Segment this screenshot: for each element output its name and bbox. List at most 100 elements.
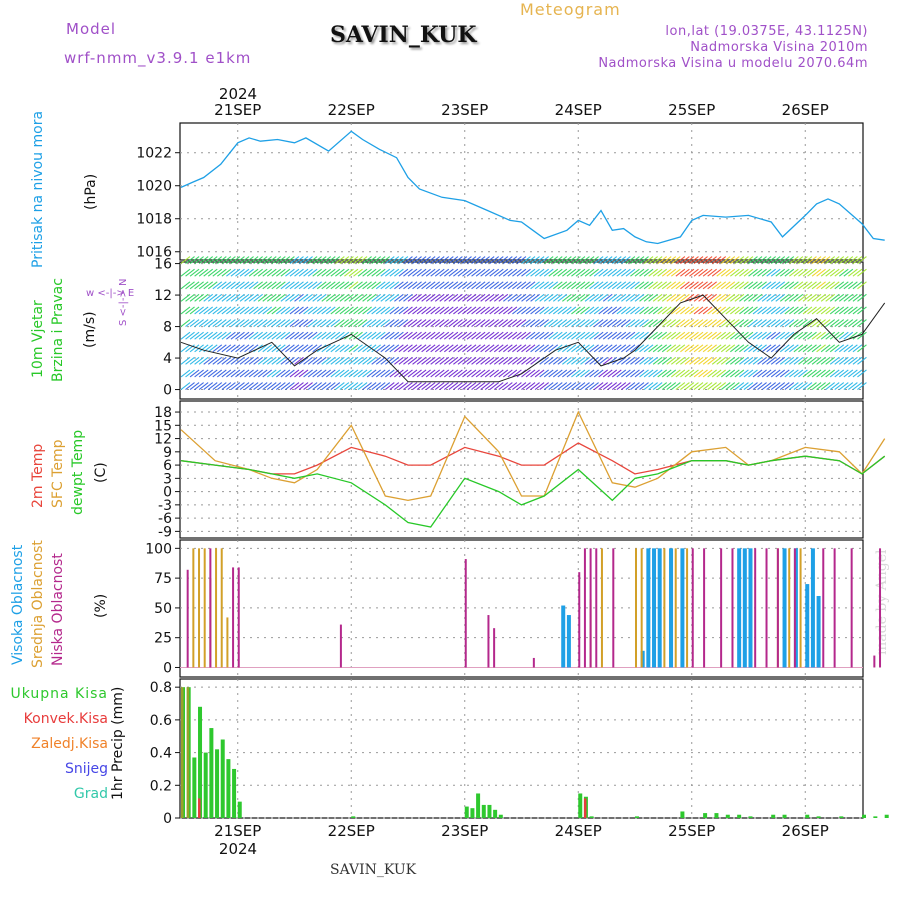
wind-barb xyxy=(580,268,590,277)
wind-barb xyxy=(743,369,754,378)
wind-barb xyxy=(416,331,427,340)
wind-barb xyxy=(766,344,776,353)
wind-barb xyxy=(312,281,322,290)
wind-barb xyxy=(625,268,636,277)
wind-barb xyxy=(239,319,250,327)
wind-barb xyxy=(589,382,599,390)
wind-barb xyxy=(589,293,599,302)
wind-barb xyxy=(562,268,572,277)
wind-barb xyxy=(412,281,422,290)
wind-barb xyxy=(394,281,404,290)
wind-barb xyxy=(602,281,613,290)
wind-barb xyxy=(425,268,436,277)
wind-barb xyxy=(498,331,509,340)
wind-barb xyxy=(825,293,836,302)
wind-barb xyxy=(384,268,395,277)
grid-lines xyxy=(180,123,863,819)
wind-barb xyxy=(312,344,322,353)
wind-barb xyxy=(285,281,295,290)
wind-barb xyxy=(702,256,713,265)
wind-barb xyxy=(325,293,336,302)
wind-barb xyxy=(457,331,468,340)
wind-barb xyxy=(675,281,686,290)
wind-barb xyxy=(698,382,708,390)
wind-barb xyxy=(725,344,736,353)
wind-barb xyxy=(670,356,681,365)
wind-barb xyxy=(848,281,858,290)
wind-barb xyxy=(298,331,309,340)
wind-barb xyxy=(648,356,658,365)
wind-barb xyxy=(276,268,286,277)
total-rain-bar xyxy=(351,816,356,818)
wind-barb xyxy=(666,293,677,302)
wind-barb xyxy=(235,344,245,353)
wind-barb xyxy=(607,256,618,265)
wind-barb xyxy=(289,319,300,327)
wind-barb xyxy=(816,256,826,265)
cloud-layer xyxy=(180,548,882,668)
wind-barb xyxy=(675,331,686,340)
wind-barb xyxy=(584,369,595,378)
high-cloud-bar xyxy=(810,548,815,668)
wind-barb xyxy=(720,268,731,277)
wind-barb xyxy=(693,281,704,290)
total-rain-bar xyxy=(232,768,237,818)
wind-barb xyxy=(848,382,858,390)
wind-barb xyxy=(189,256,200,265)
wind-barb xyxy=(357,268,368,277)
wind-barb xyxy=(280,356,291,365)
wind-barb xyxy=(189,268,200,277)
wind-barb xyxy=(285,256,295,265)
wind-barb xyxy=(543,268,554,277)
wind-barb xyxy=(493,256,504,265)
wind-barb xyxy=(820,344,831,353)
wind-barb xyxy=(784,293,795,302)
low-cloud-bar xyxy=(703,548,706,668)
wind-barb xyxy=(216,306,227,315)
wind-barb xyxy=(739,356,749,365)
wind-barb xyxy=(198,293,209,302)
wind-barb xyxy=(752,281,763,290)
wind-barb xyxy=(521,293,531,302)
wind-barb xyxy=(589,369,599,378)
wind-barb xyxy=(761,306,772,315)
wind-barb xyxy=(493,319,504,327)
wind-barb xyxy=(471,356,481,365)
wind-barb xyxy=(226,293,236,302)
pressure-layer xyxy=(180,130,885,245)
wind-barb xyxy=(371,306,382,315)
wind-barb xyxy=(271,293,282,302)
wind-barb xyxy=(493,356,504,365)
wind-barb xyxy=(516,382,527,390)
top-day-label: 23SEP xyxy=(441,101,488,119)
wind-barb xyxy=(770,331,781,340)
wind-barb xyxy=(207,293,218,302)
wind-barb xyxy=(689,268,699,277)
wind-barb xyxy=(303,268,313,277)
total-rain-bar xyxy=(782,814,787,818)
wind-barb xyxy=(661,331,672,340)
wind-barb xyxy=(770,369,781,378)
wind-barb xyxy=(770,319,781,327)
wind-barb xyxy=(743,293,754,302)
wind-barb xyxy=(689,344,699,353)
wind-barb xyxy=(661,281,672,290)
wind-barb xyxy=(843,281,854,290)
wind-barb xyxy=(475,382,486,390)
wind-barb xyxy=(798,281,808,290)
wind-barb xyxy=(403,268,413,277)
wind-barb xyxy=(221,331,232,340)
axis-ticks: 10161018102010220481216-9-6-303691215180… xyxy=(136,146,180,827)
wind-barb xyxy=(666,369,677,378)
wind-barb xyxy=(462,293,472,302)
wind-barb xyxy=(834,344,845,353)
wind-barb xyxy=(607,319,618,327)
wind-barb xyxy=(798,268,808,277)
wind-barb xyxy=(335,281,345,290)
wind-barb xyxy=(757,268,767,277)
wind-barb xyxy=(843,382,854,390)
wind-barb xyxy=(702,319,713,327)
wind-barb xyxy=(289,293,300,302)
low-cloud-bar xyxy=(532,657,535,668)
wind-barb xyxy=(307,256,318,265)
